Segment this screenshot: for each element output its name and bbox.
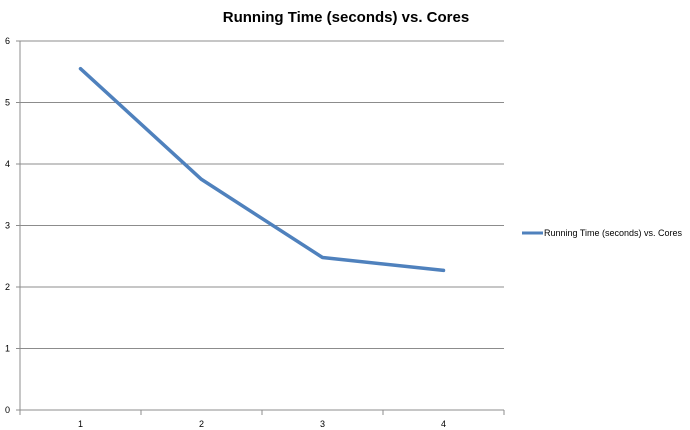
y-tick-label: 1 [5, 344, 10, 354]
y-tick-label: 2 [5, 282, 10, 292]
y-tick-label: 4 [5, 159, 10, 169]
y-tick-label: 3 [5, 221, 10, 231]
data-series [78, 66, 446, 273]
x-tick-label: 2 [199, 419, 204, 429]
axes [16, 40, 505, 415]
chart-title: Running Time (seconds) vs. Cores [223, 9, 469, 26]
x-axis-tick-labels: 1 2 3 4 [78, 419, 446, 429]
y-tick-label: 5 [5, 98, 10, 108]
x-tick-label: 4 [441, 419, 446, 429]
data-point [79, 67, 82, 71]
data-point [200, 177, 203, 181]
legend-label: Running Time (seconds) vs. Cores [544, 228, 683, 238]
x-tick-label: 3 [320, 419, 325, 429]
x-tick-label: 1 [78, 419, 83, 429]
y-tick-label: 6 [5, 36, 10, 46]
y-axis-tick-labels: 0 1 2 3 4 5 6 [5, 36, 10, 415]
data-point [321, 255, 324, 259]
gridlines [20, 40, 504, 349]
series-line [78, 66, 446, 273]
data-point [442, 268, 445, 272]
y-tick-label: 0 [5, 405, 10, 415]
legend: Running Time (seconds) vs. Cores [522, 228, 683, 238]
